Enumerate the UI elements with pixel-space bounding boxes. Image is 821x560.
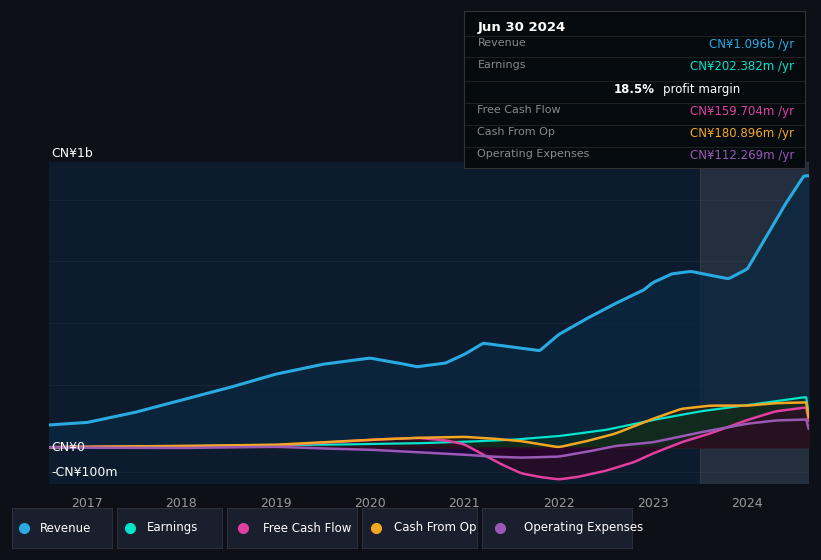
Text: Free Cash Flow: Free Cash Flow — [478, 105, 561, 115]
Text: CN¥180.896m /yr: CN¥180.896m /yr — [690, 127, 795, 140]
Text: Earnings: Earnings — [478, 60, 526, 70]
Text: CN¥112.269m /yr: CN¥112.269m /yr — [690, 149, 795, 162]
Text: 2024: 2024 — [732, 497, 764, 510]
Text: Revenue: Revenue — [40, 521, 91, 534]
Text: Cash From Op: Cash From Op — [478, 127, 555, 137]
Text: profit margin: profit margin — [663, 83, 741, 96]
Text: 2019: 2019 — [260, 497, 291, 510]
Text: 2021: 2021 — [448, 497, 480, 510]
Text: CN¥202.382m /yr: CN¥202.382m /yr — [690, 60, 795, 73]
Text: CN¥159.704m /yr: CN¥159.704m /yr — [690, 105, 795, 118]
Text: Cash From Op: Cash From Op — [394, 521, 477, 534]
Text: 2020: 2020 — [354, 497, 386, 510]
Text: 2023: 2023 — [637, 497, 669, 510]
Text: 18.5%: 18.5% — [614, 83, 655, 96]
Text: Revenue: Revenue — [478, 38, 526, 48]
Text: Operating Expenses: Operating Expenses — [524, 521, 643, 534]
Bar — [700, 162, 809, 484]
Text: Free Cash Flow: Free Cash Flow — [264, 521, 351, 534]
Text: 2018: 2018 — [166, 497, 197, 510]
Text: -CN¥100m: -CN¥100m — [51, 465, 117, 478]
Text: Operating Expenses: Operating Expenses — [478, 149, 589, 159]
Text: CN¥1.096b /yr: CN¥1.096b /yr — [709, 38, 795, 51]
Text: CN¥1b: CN¥1b — [51, 147, 93, 160]
Text: 2017: 2017 — [71, 497, 103, 510]
Text: Earnings: Earnings — [146, 521, 198, 534]
Text: Jun 30 2024: Jun 30 2024 — [478, 21, 566, 34]
Text: CN¥0: CN¥0 — [51, 441, 85, 454]
Text: 2022: 2022 — [543, 497, 575, 510]
